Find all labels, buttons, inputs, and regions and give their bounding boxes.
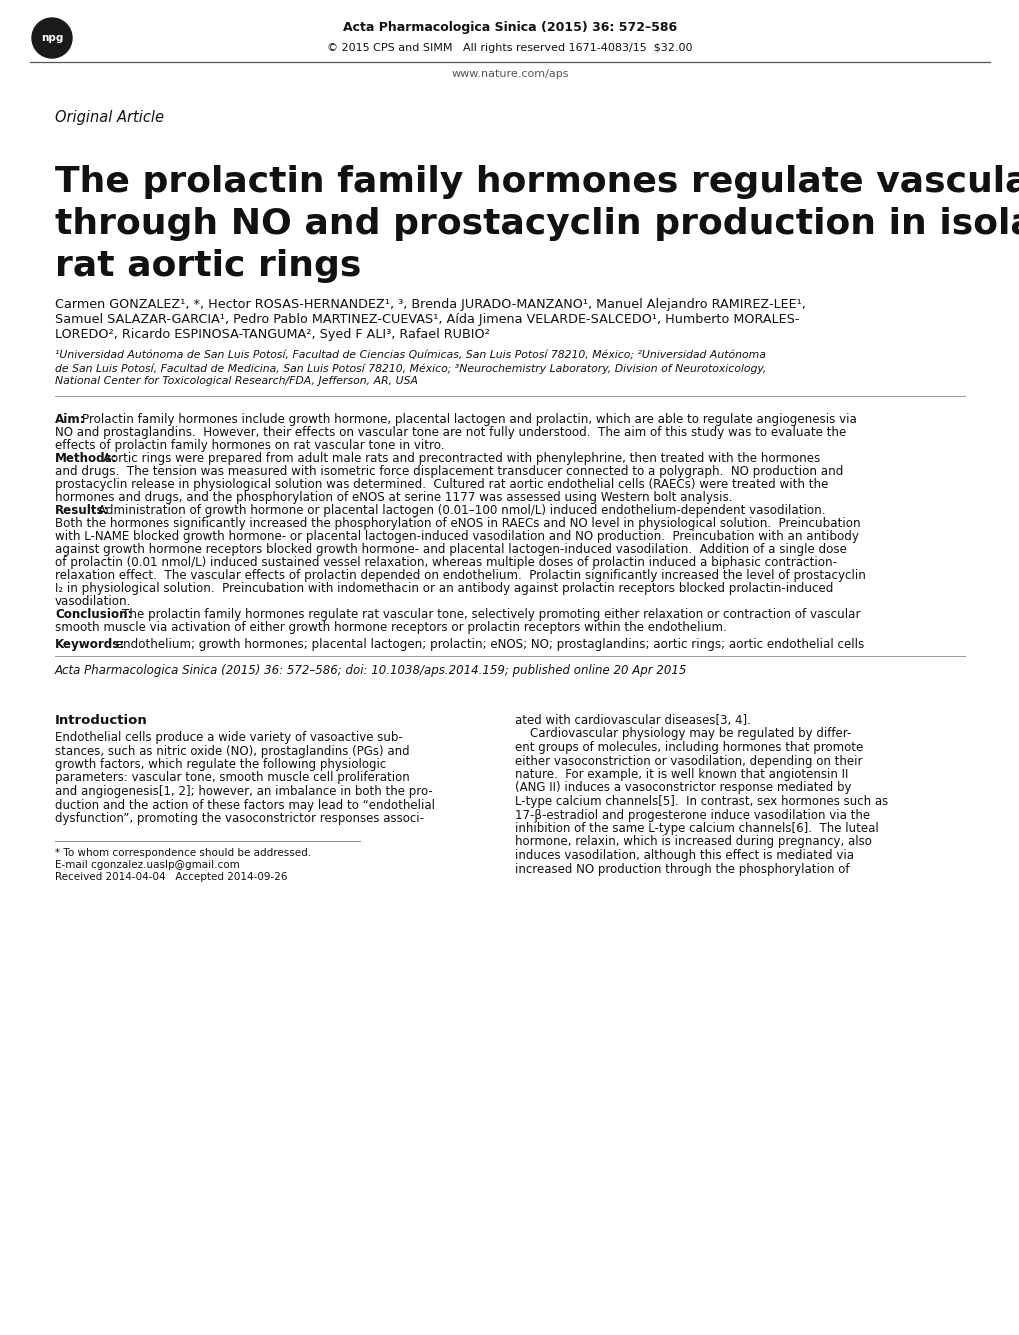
Text: ated with cardiovascular diseases[3, 4].: ated with cardiovascular diseases[3, 4].: [515, 714, 750, 728]
Text: The prolactin family hormones regulate vascular tone: The prolactin family hormones regulate v…: [55, 166, 1019, 199]
Text: Keywords:: Keywords:: [55, 638, 125, 651]
Text: Original Article: Original Article: [55, 109, 164, 125]
Text: smooth muscle via activation of either growth hormone receptors or prolactin rec: smooth muscle via activation of either g…: [55, 621, 727, 634]
Text: through NO and prostacyclin production in isolated: through NO and prostacyclin production i…: [55, 207, 1019, 242]
Text: National Center for Toxicological Research/FDA, Jefferson, AR, USA: National Center for Toxicological Resear…: [55, 376, 418, 386]
Circle shape: [32, 17, 72, 57]
Text: relaxation effect.  The vascular effects of prolactin depended on endothelium.  : relaxation effect. The vascular effects …: [55, 569, 865, 582]
Text: Results:: Results:: [55, 505, 109, 517]
Text: rat aortic rings: rat aortic rings: [55, 250, 361, 283]
Text: ¹Universidad Autónoma de San Luis Potosí, Facultad de Ciencias Químicas, San Lui: ¹Universidad Autónoma de San Luis Potosí…: [55, 350, 765, 360]
Text: * To whom correspondence should be addressed.: * To whom correspondence should be addre…: [55, 849, 311, 858]
Text: de San Luis Potosí, Facultad de Medicina, San Luis Potosí 78210, México; ³Neuroc: de San Luis Potosí, Facultad de Medicina…: [55, 363, 765, 374]
Text: Cardiovascular physiology may be regulated by differ-: Cardiovascular physiology may be regulat…: [515, 728, 851, 741]
Text: Acta Pharmacologica Sinica (2015) 36: 572–586; doi: 10.1038/aps.2014.159; publis: Acta Pharmacologica Sinica (2015) 36: 57…: [55, 663, 687, 677]
Text: dysfunction”, promoting the vasoconstrictor responses associ-: dysfunction”, promoting the vasoconstric…: [55, 812, 424, 825]
Text: The prolactin family hormones regulate rat vascular tone, selectively promoting : The prolactin family hormones regulate r…: [122, 607, 860, 621]
Text: and angiogenesis[1, 2]; however, an imbalance in both the pro-: and angiogenesis[1, 2]; however, an imba…: [55, 785, 432, 798]
Text: Carmen GONZALEZ¹, *, Hector ROSAS-HERNANDEZ¹, ³, Brenda JURADO-MANZANO¹, Manuel : Carmen GONZALEZ¹, *, Hector ROSAS-HERNAN…: [55, 298, 805, 311]
Text: nature.  For example, it is well known that angiotensin II: nature. For example, it is well known th…: [515, 768, 848, 781]
Text: parameters: vascular tone, smooth muscle cell proliferation: parameters: vascular tone, smooth muscle…: [55, 772, 410, 785]
Text: Aortic rings were prepared from adult male rats and precontracted with phenyleph: Aortic rings were prepared from adult ma…: [103, 453, 819, 465]
Text: hormones and drugs, and the phosphorylation of eNOS at serine 1177 was assessed : hormones and drugs, and the phosphorylat…: [55, 491, 732, 505]
Text: of prolactin (0.01 nmol/L) induced sustained vessel relaxation, whereas multiple: of prolactin (0.01 nmol/L) induced susta…: [55, 555, 837, 569]
Text: LOREDO², Ricardo ESPINOSA-TANGUMA², Syed F ALI³, Rafael RUBIO²: LOREDO², Ricardo ESPINOSA-TANGUMA², Syed…: [55, 328, 489, 340]
Text: duction and the action of these factors may lead to “endothelial: duction and the action of these factors …: [55, 798, 434, 812]
Text: I₂ in physiological solution.  Preincubation with indomethacin or an antibody ag: I₂ in physiological solution. Preincubat…: [55, 582, 833, 595]
Text: either vasoconstriction or vasodilation, depending on their: either vasoconstriction or vasodilation,…: [515, 754, 862, 768]
Text: Methods:: Methods:: [55, 453, 117, 465]
Text: Acta Pharmacologica Sinica (2015) 36: 572–586: Acta Pharmacologica Sinica (2015) 36: 57…: [342, 21, 677, 35]
Text: vasodilation.: vasodilation.: [55, 595, 131, 607]
Text: inhibition of the same L-type calcium channels[6].  The luteal: inhibition of the same L-type calcium ch…: [515, 822, 878, 834]
Text: effects of prolactin family hormones on rat vascular tone in vitro.: effects of prolactin family hormones on …: [55, 439, 444, 453]
Text: Samuel SALAZAR-GARCIA¹, Pedro Pablo MARTINEZ-CUEVAS¹, Aída Jimena VELARDE-SALCED: Samuel SALAZAR-GARCIA¹, Pedro Pablo MART…: [55, 312, 799, 326]
Text: Prolactin family hormones include growth hormone, placental lactogen and prolact: Prolactin family hormones include growth…: [82, 413, 856, 426]
Text: NO and prostaglandins.  However, their effects on vascular tone are not fully un: NO and prostaglandins. However, their ef…: [55, 426, 846, 439]
Text: www.nature.com/aps: www.nature.com/aps: [450, 69, 569, 79]
Text: npg: npg: [41, 33, 63, 43]
Text: growth factors, which regulate the following physiologic: growth factors, which regulate the follo…: [55, 758, 386, 772]
Text: Both the hormones significantly increased the phosphorylation of eNOS in RAECs a: Both the hormones significantly increase…: [55, 517, 860, 530]
Text: © 2015 CPS and SIMM   All rights reserved 1671-4083/15  $32.00: © 2015 CPS and SIMM All rights reserved …: [327, 43, 692, 53]
Text: Introduction: Introduction: [55, 714, 148, 728]
Text: Endothelial cells produce a wide variety of vasoactive sub-: Endothelial cells produce a wide variety…: [55, 732, 403, 744]
Text: induces vasodilation, although this effect is mediated via: induces vasodilation, although this effe…: [515, 849, 853, 862]
Text: (ANG II) induces a vasoconstrictor response mediated by: (ANG II) induces a vasoconstrictor respo…: [515, 781, 851, 794]
Text: endothelium; growth hormones; placental lactogen; prolactin; eNOS; NO; prostagla: endothelium; growth hormones; placental …: [112, 638, 863, 651]
Text: hormone, relaxin, which is increased during pregnancy, also: hormone, relaxin, which is increased dur…: [515, 836, 871, 849]
Text: Aim:: Aim:: [55, 413, 86, 426]
Text: Received 2014-04-04   Accepted 2014-09-26: Received 2014-04-04 Accepted 2014-09-26: [55, 873, 287, 882]
Text: prostacyclin release in physiological solution was determined.  Cultured rat aor: prostacyclin release in physiological so…: [55, 478, 827, 491]
Text: against growth hormone receptors blocked growth hormone- and placental lactogen-: against growth hormone receptors blocked…: [55, 543, 846, 555]
Text: stances, such as nitric oxide (NO), prostaglandins (PGs) and: stances, such as nitric oxide (NO), pros…: [55, 745, 410, 757]
Text: ent groups of molecules, including hormones that promote: ent groups of molecules, including hormo…: [515, 741, 862, 754]
Text: and drugs.  The tension was measured with isometric force displacement transduce: and drugs. The tension was measured with…: [55, 465, 843, 478]
Text: with L-NAME blocked growth hormone- or placental lactogen-induced vasodilation a: with L-NAME blocked growth hormone- or p…: [55, 530, 858, 543]
Text: L-type calcium channels[5].  In contrast, sex hormones such as: L-type calcium channels[5]. In contrast,…: [515, 796, 888, 808]
Text: E-mail cgonzalez.uaslp@gmail.com: E-mail cgonzalez.uaslp@gmail.com: [55, 861, 239, 870]
Text: Administration of growth hormone or placental lactogen (0.01–100 nmol/L) induced: Administration of growth hormone or plac…: [98, 505, 824, 517]
Text: 17-β-estradiol and progesterone induce vasodilation via the: 17-β-estradiol and progesterone induce v…: [515, 809, 869, 821]
Text: Conclusion:: Conclusion:: [55, 607, 132, 621]
Text: increased NO production through the phosphorylation of: increased NO production through the phos…: [515, 862, 849, 876]
